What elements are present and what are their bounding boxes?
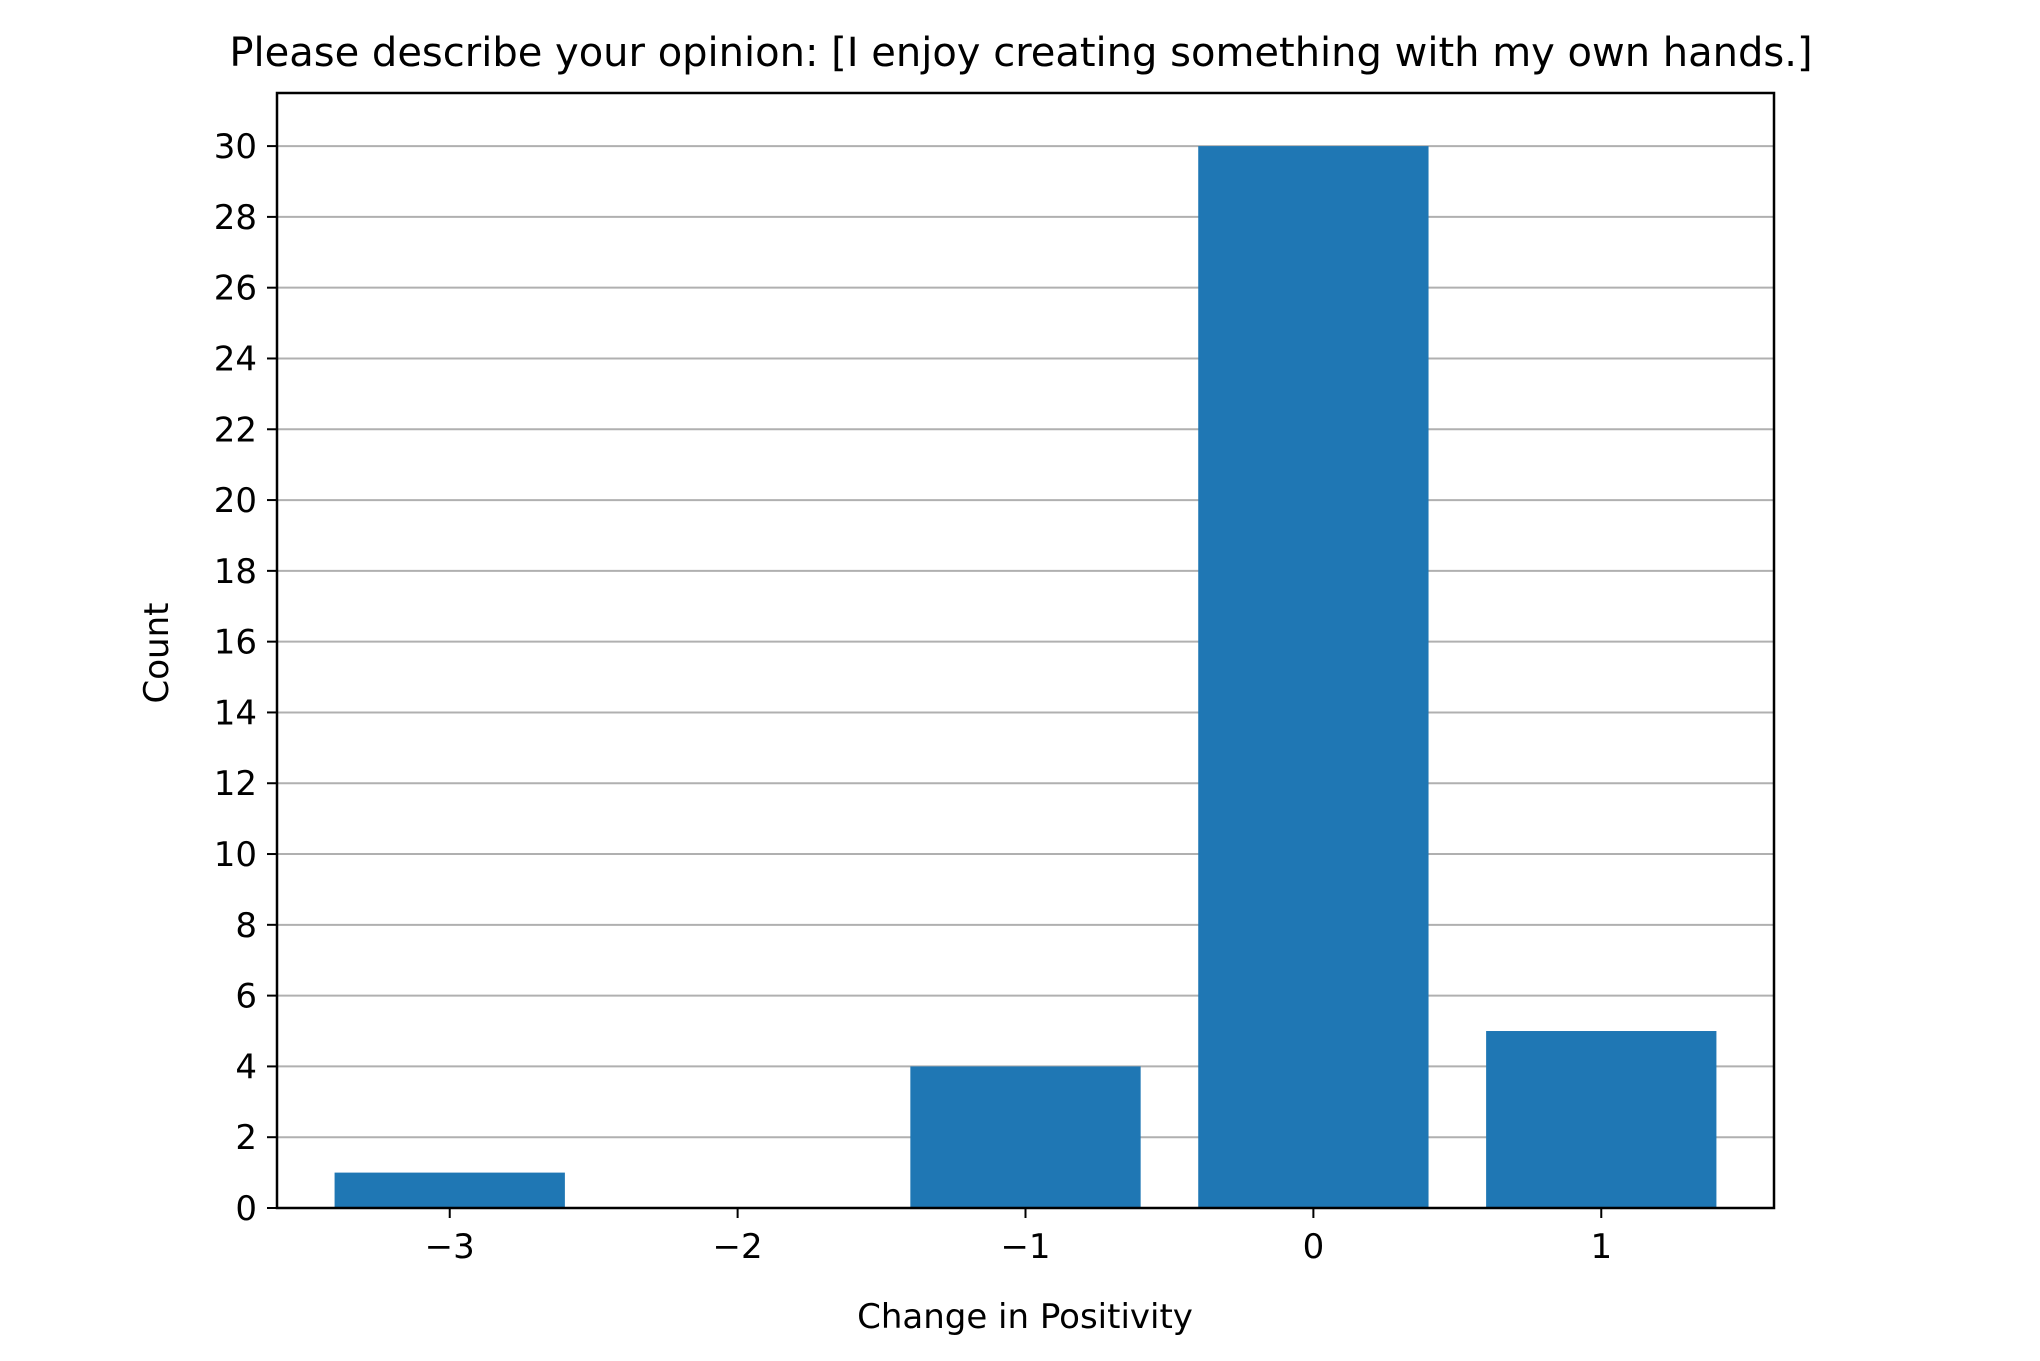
x-tick-label: −1 [1000,1227,1050,1267]
chart-title: Please describe your opinion: [I enjoy c… [229,30,1812,76]
y-tick-label: 16 [214,623,257,663]
y-tick-label: 12 [214,764,257,804]
y-tick-label: 28 [214,198,257,238]
grid-lines [277,145,1774,1139]
y-tick-label: 14 [214,693,257,733]
y-tick-label: 20 [214,481,257,521]
bar [1198,146,1429,1209]
y-tick-label: 26 [214,269,257,309]
y-tick-label: 8 [235,906,257,946]
y-tick-label: 6 [235,977,257,1017]
x-tick-label: 0 [1303,1227,1325,1267]
y-tick-label: 0 [235,1189,257,1229]
x-tick-label: 1 [1590,1227,1612,1267]
y-axis-label: Count [137,603,177,704]
x-tick-label: −3 [425,1227,475,1267]
x-tick-label: −2 [713,1227,763,1267]
y-tick-label: 10 [214,835,257,875]
x-axis-ticks: −3 −2 −1 0 1 [425,1208,1612,1267]
bar [334,1172,565,1208]
bar [1486,1031,1717,1208]
bar [910,1066,1141,1208]
y-tick-label: 2 [235,1118,257,1158]
x-axis-label: Change in Positivity [857,1297,1193,1337]
bars [334,146,1717,1209]
y-tick-label: 30 [214,127,257,167]
y-tick-label: 24 [214,339,257,379]
y-tick-label: 4 [235,1047,257,1087]
y-tick-label: 22 [214,410,257,450]
y-tick-label: 18 [214,552,257,592]
